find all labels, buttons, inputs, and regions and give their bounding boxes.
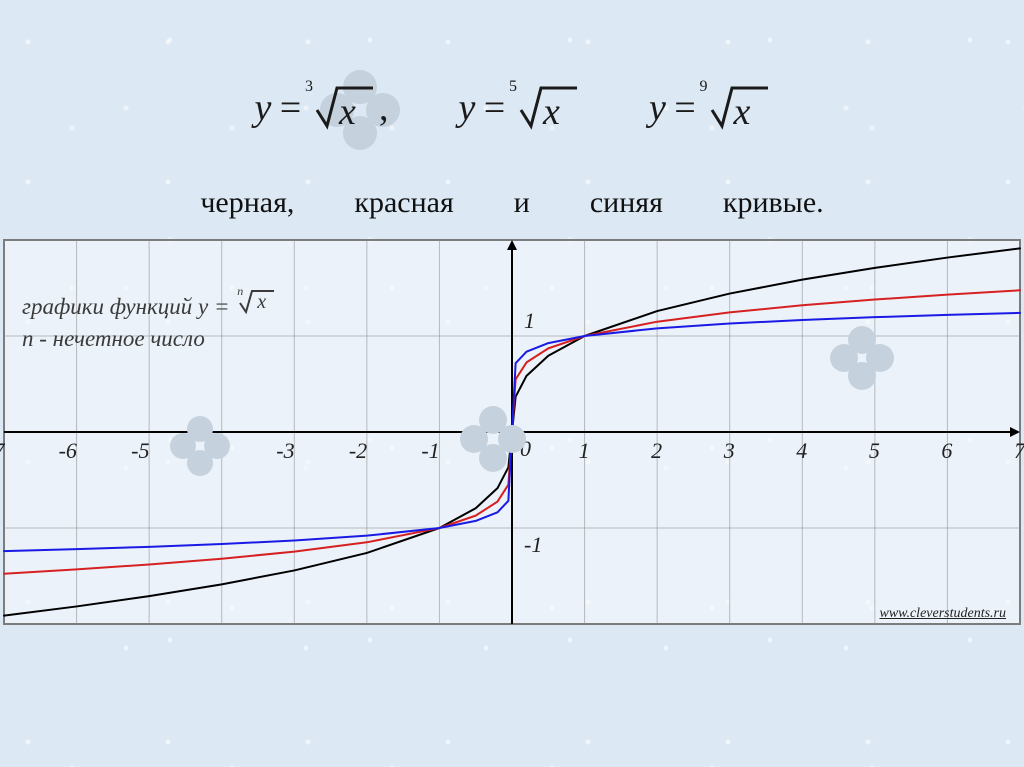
equals-sign: =: [271, 86, 309, 130]
svg-text:-1: -1: [421, 438, 439, 463]
svg-text:2: 2: [651, 438, 662, 463]
formula-cube-root: y = 3 x ,: [254, 84, 388, 130]
formula-ninth-root: y = 9 x: [649, 84, 770, 130]
svg-text:5: 5: [869, 438, 880, 463]
svg-text:0: 0: [520, 436, 531, 461]
equals-sign: =: [475, 86, 513, 130]
svg-text:-6: -6: [59, 438, 77, 463]
caption-word: и: [514, 186, 530, 220]
radical-icon: 3 x: [309, 84, 375, 130]
caption-word: кривые.: [723, 186, 824, 220]
caption-word: черная,: [200, 186, 294, 220]
root-index: 5: [509, 78, 517, 96]
watermark-text: www.cleverstudents.ru: [879, 606, 1006, 622]
caption-word: синяя: [590, 186, 663, 220]
svg-text:-1: -1: [524, 532, 542, 557]
comma: ,: [375, 86, 389, 130]
svg-text:2: 2: [524, 236, 535, 237]
caption-word: красная: [354, 186, 453, 220]
svg-text:6: 6: [941, 438, 952, 463]
root-index: n: [237, 284, 243, 299]
radicand: x: [543, 90, 560, 134]
svg-text:-5: -5: [131, 438, 149, 463]
radical-icon: n x: [239, 288, 275, 314]
root-index: 3: [305, 78, 313, 96]
radicand: x: [339, 90, 356, 134]
svg-text:3: 3: [723, 438, 735, 463]
radicand: x: [734, 90, 751, 134]
formula-lhs: y: [458, 86, 475, 130]
chart-title-prefix: графики функций: [22, 294, 198, 319]
formula-fifth-root: y = 5 x: [458, 84, 579, 130]
radical-icon: 9 x: [704, 84, 770, 130]
equals-sign: =: [666, 86, 704, 130]
radical-icon: 5 x: [513, 84, 579, 130]
formula-lhs: y: [254, 86, 271, 130]
formula-row: y = 3 x , y = 5 x y = 9 x: [0, 84, 1024, 130]
svg-text:1: 1: [579, 438, 590, 463]
root-index: 9: [700, 78, 708, 96]
svg-text:4: 4: [796, 438, 807, 463]
svg-text:1: 1: [524, 308, 535, 333]
svg-text:7: 7: [1014, 438, 1024, 463]
formula-lhs: y: [649, 86, 666, 130]
svg-text:-4: -4: [204, 438, 222, 463]
radicand: x: [257, 291, 266, 314]
root-functions-chart: -7-6-5-4-3-2-112345670-2-112 графики фун…: [0, 236, 1024, 628]
chart-inline-title-line1: графики функций y = n x: [22, 288, 275, 320]
chart-inline-title-line2: n - нечетное число: [22, 326, 205, 352]
color-caption: черная, красная и синяя кривые.: [0, 186, 1024, 220]
formula-lhs: y: [198, 294, 208, 319]
svg-text:-2: -2: [349, 438, 367, 463]
svg-text:-3: -3: [276, 438, 294, 463]
equals-sign: =: [214, 294, 230, 319]
